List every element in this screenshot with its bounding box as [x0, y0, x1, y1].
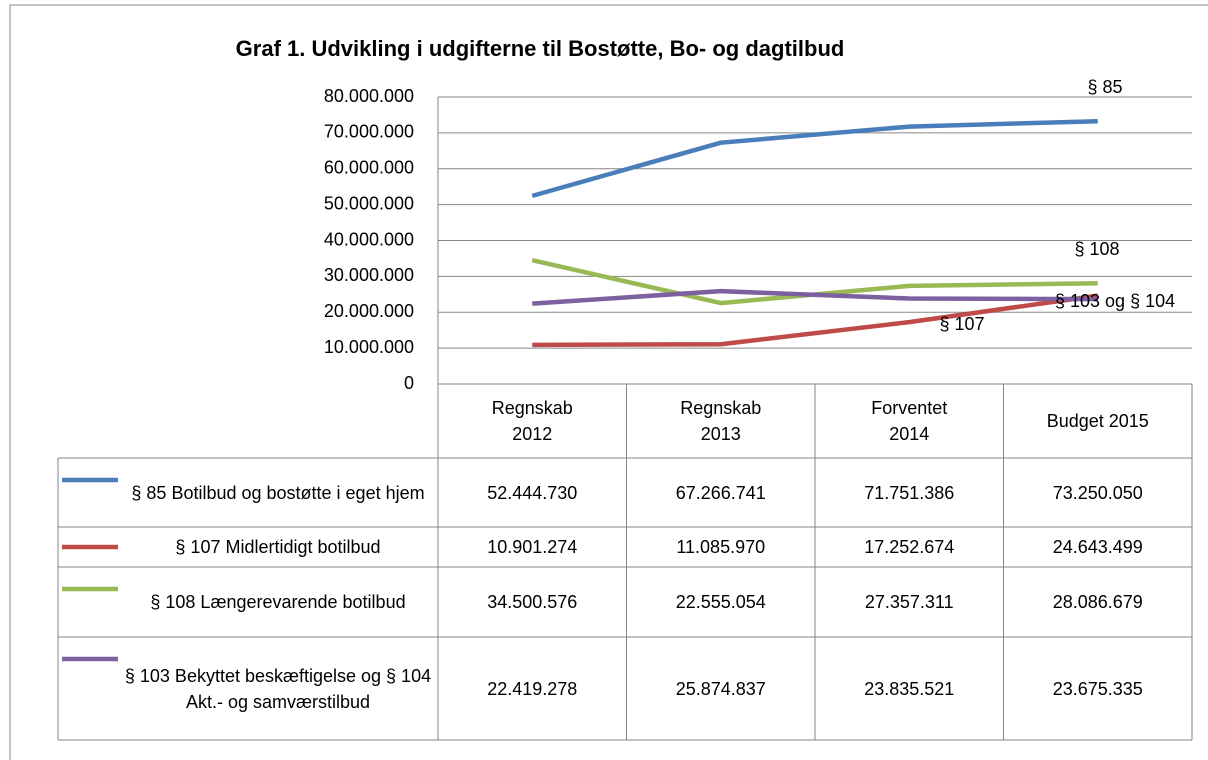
x-tick-label-box: Regnskab 2013 — [680, 398, 762, 444]
series-line — [531, 118, 1098, 199]
y-tick-label: 70.000.000 — [324, 122, 414, 142]
legend-label: § 103 Bekyttet beskæftigelse og § 104 Ak… — [124, 665, 432, 712]
y-tick-label: 20.000.000 — [324, 301, 414, 321]
value-label: 27.357.311 — [864, 592, 954, 612]
y-tick-label: 30.000.000 — [324, 265, 414, 285]
x-tick-label-box: Budget 2015 — [1046, 411, 1149, 431]
value-label-box: 73.250.050 — [1052, 482, 1143, 503]
y-tick-label: 10.000.000 — [324, 337, 414, 357]
value-label: 11.085.970 — [676, 537, 766, 557]
legend-label: § 85 Botilbud og bostøtte i eget hjem — [131, 482, 425, 503]
chart-title: Graf 1. Udvikling i udgifterne til Bostø… — [236, 36, 845, 61]
value-label: 17.252.674 — [864, 537, 955, 557]
x-tick-label-box: Forventet 2014 — [871, 398, 948, 444]
y-tick-label: 50.000.000 — [324, 193, 414, 213]
value-label: 71.751.386 — [864, 482, 955, 503]
y-tick-label: 60.000.000 — [324, 158, 414, 178]
legend-label-box: § 85 Botilbud og bostøtte i eget hjem — [131, 482, 425, 503]
annotation: § 107 — [939, 314, 984, 334]
value-label-box: 23.675.335 — [1052, 678, 1143, 699]
legend-label-box: § 108 Længerevarende botilbud — [150, 592, 406, 612]
value-label: 25.874.837 — [675, 678, 766, 699]
value-label-box: 34.500.576 — [487, 592, 578, 612]
value-label-box: 17.252.674 — [864, 537, 955, 557]
x-tick-label: Budget 2015 — [1046, 411, 1149, 431]
value-label-box: 25.874.837 — [675, 678, 766, 699]
value-label-box: 28.086.679 — [1052, 592, 1143, 612]
value-label: 22.555.054 — [675, 592, 766, 612]
annotation: § 103 og § 104 — [1055, 291, 1175, 311]
x-tick-label: Regnskab 2013 — [680, 398, 762, 444]
value-label: 23.675.335 — [1052, 678, 1143, 699]
series-line — [532, 293, 1099, 348]
annotation: § 85 — [1087, 77, 1122, 97]
value-label-box: 52.444.730 — [487, 482, 578, 503]
value-label: 24.643.499 — [1052, 537, 1143, 557]
x-tick-label-box: Regnskab 2012 — [491, 398, 573, 444]
value-label-box: 23.835.521 — [864, 678, 955, 699]
value-label: 52.444.730 — [487, 482, 578, 503]
value-label-box: 11.085.970 — [676, 537, 766, 557]
y-tick-label: 0 — [404, 373, 414, 393]
chart-frame — [9, 4, 1208, 760]
value-label: 22.419.278 — [487, 678, 578, 699]
value-label-box: 71.751.386 — [864, 482, 955, 503]
y-tick-label: 40.000.000 — [324, 229, 414, 249]
value-label: 28.086.679 — [1052, 592, 1143, 612]
value-label: 73.250.050 — [1052, 482, 1143, 503]
y-tick-label: 80.000.000 — [324, 86, 414, 106]
annotation: § 108 — [1074, 239, 1119, 259]
legend-label-box: § 107 Midlertidigt botilbud — [175, 537, 381, 557]
value-label-box: 27.357.311 — [864, 592, 954, 612]
value-label: 34.500.576 — [487, 592, 578, 612]
value-label-box: 67.266.741 — [675, 482, 766, 503]
x-tick-label: Forventet 2014 — [871, 398, 948, 444]
value-label-box: 22.555.054 — [675, 592, 766, 612]
value-label: 67.266.741 — [675, 482, 766, 503]
legend-label-box: § 103 Bekyttet beskæftigelse og § 104 Ak… — [124, 665, 432, 712]
value-label-box: 24.643.499 — [1052, 537, 1143, 557]
legend-label: § 107 Midlertidigt botilbud — [175, 537, 381, 557]
value-label-box: 10.901.274 — [487, 537, 578, 557]
value-label: 23.835.521 — [864, 678, 955, 699]
value-label: 10.901.274 — [487, 537, 578, 557]
value-label-box: 22.419.278 — [487, 678, 578, 699]
series-line — [532, 288, 1098, 306]
x-tick-label: Regnskab 2012 — [491, 398, 573, 444]
legend-label: § 108 Længerevarende botilbud — [150, 592, 406, 612]
